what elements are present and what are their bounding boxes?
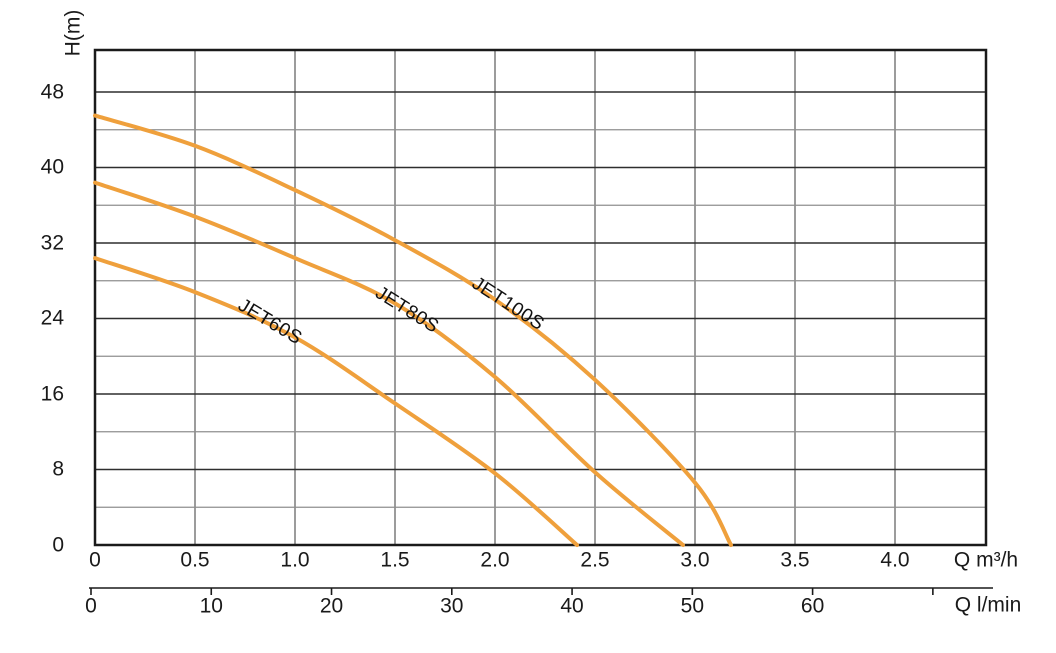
x-primary-tick-label-0: 0: [89, 548, 101, 572]
x-secondary-tick-label-40: 40: [560, 594, 584, 618]
x-primary-tick-label-4.0: 4.0: [880, 548, 910, 572]
x-secondary-tick-label-10: 10: [199, 594, 223, 618]
x-primary-tick-label-1.0: 1.0: [280, 548, 310, 572]
plot-border: [93, 48, 988, 547]
curve-jet80s: [93, 180, 685, 547]
x-secondary-tick-label-20: 20: [319, 594, 344, 618]
y-tick-label-0: 0: [52, 533, 64, 557]
y-tick-label-8: 8: [52, 457, 64, 481]
y-tick-label-48: 48: [40, 80, 64, 104]
curve-jet60s: [93, 256, 579, 547]
x-primary-tick-label-3.5: 3.5: [780, 548, 810, 572]
x-secondary-tick-label-60: 60: [800, 594, 825, 618]
x-secondary-tick-label-0: 0: [85, 594, 97, 618]
x-primary-tick-label-2.5: 2.5: [580, 548, 610, 572]
x-primary-tick-label-1.5: 1.5: [380, 548, 410, 572]
y-axis-title: H(m): [61, 9, 85, 57]
y-tick-label-16: 16: [40, 382, 64, 406]
y-tick-label-40: 40: [40, 155, 64, 179]
x-axis-primary-title: Q m³/h: [953, 548, 1019, 572]
x-axis-secondary-title: Q l/min: [954, 593, 1022, 617]
x-primary-tick-label-3.0: 3.0: [680, 548, 710, 572]
y-tick-label-24: 24: [40, 306, 64, 330]
y-tick-label-32: 32: [40, 231, 64, 255]
x-primary-tick-label-2.0: 2.0: [480, 548, 510, 572]
x-secondary-tick-label-30: 30: [440, 594, 464, 618]
curve-jet100s: [93, 113, 733, 547]
x-primary-tick-label-0.5: 0.5: [180, 548, 210, 572]
x-secondary-tick-label-50: 50: [680, 594, 705, 618]
